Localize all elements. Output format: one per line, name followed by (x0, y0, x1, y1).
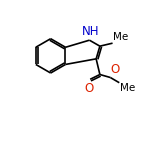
Text: Me: Me (113, 32, 129, 42)
Text: Me: Me (120, 83, 135, 93)
Text: O: O (85, 82, 94, 95)
Text: O: O (111, 63, 120, 76)
Text: NH: NH (81, 25, 99, 38)
